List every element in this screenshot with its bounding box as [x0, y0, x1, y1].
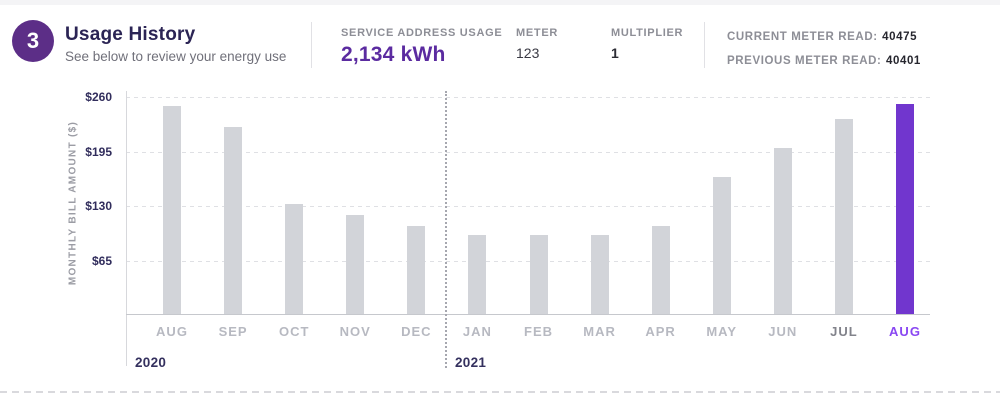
month-label-jun-2021: JUN — [768, 324, 798, 339]
month-label-dec-2020: DEC — [401, 324, 432, 339]
y-tick-label: $195 — [85, 144, 112, 159]
bar-apr-2021[interactable] — [651, 226, 670, 315]
meter-stat: METER 123 — [516, 27, 558, 61]
month-label-jul-2021: JUL — [830, 324, 858, 339]
month-label-nov-2020: NOV — [339, 324, 371, 339]
bottom-dashed-divider — [0, 391, 1000, 393]
y-axis-line — [126, 91, 127, 366]
multiplier-label: MULTIPLIER — [611, 27, 684, 39]
month-label-jan-2021: JAN — [462, 324, 492, 339]
bar-oct-2020[interactable] — [285, 204, 304, 315]
service-address-usage-stat: SERVICE ADDRESS USAGE 2,134 kWh — [341, 27, 502, 67]
previous-meter-read-value: 40401 — [885, 55, 921, 67]
gridline-65 — [126, 260, 930, 262]
top-divider-strip — [0, 0, 1000, 5]
month-label-mar-2021: MAR — [583, 324, 616, 339]
multiplier-value: 1 — [611, 45, 619, 61]
month-label-sep-2020: SEP — [218, 324, 248, 339]
bar-dec-2020[interactable] — [407, 226, 426, 315]
y-tick-label: $260 — [85, 90, 112, 104]
bar-aug-2021[interactable] — [896, 103, 914, 315]
current-meter-read-value: 40475 — [882, 31, 918, 43]
multiplier-stat: MULTIPLIER 1 — [611, 27, 683, 61]
bar-jun-2021[interactable] — [773, 148, 792, 315]
header-divider-left — [311, 22, 312, 68]
bar-aug-2020[interactable] — [163, 106, 181, 315]
current-meter-read: CURRENT METER READ: 40475 — [727, 27, 917, 45]
meter-label: METER — [516, 27, 558, 39]
month-label-oct-2020: OCT — [278, 324, 310, 339]
step-number-badge: 3 — [12, 20, 54, 62]
bar-jan-2021[interactable] — [468, 235, 487, 315]
month-label-aug-2021: AUG — [889, 324, 921, 339]
header-divider-right — [704, 22, 705, 68]
meter-value: 123 — [516, 45, 540, 61]
page-subtitle: See below to review your energy use — [65, 49, 287, 64]
bar-sep-2020[interactable] — [224, 127, 243, 315]
bar-jul-2021[interactable] — [834, 118, 853, 315]
month-label-aug-2020: AUG — [156, 324, 188, 339]
bar-mar-2021[interactable] — [590, 235, 609, 315]
y-tick-label: $65 — [91, 253, 112, 268]
service-address-usage-value: 2,134 kWh — [341, 43, 446, 66]
gridline-195 — [126, 151, 930, 153]
year-separator-dashed-line — [445, 91, 447, 368]
year-label-2020: 2020 — [135, 355, 167, 370]
previous-meter-read: PREVIOUS METER READ: 40401 — [727, 51, 921, 69]
y-tick-label: $130 — [85, 199, 112, 213]
x-axis-line — [126, 314, 930, 315]
gridline-260 — [126, 97, 930, 98]
bar-may-2021[interactable] — [712, 176, 731, 315]
bar-nov-2020[interactable] — [346, 215, 365, 315]
previous-meter-read-label: PREVIOUS METER READ: — [727, 55, 882, 67]
service-address-usage-label: SERVICE ADDRESS USAGE — [341, 27, 503, 39]
month-label-feb-2021: FEB — [524, 324, 553, 339]
bar-feb-2021[interactable] — [529, 235, 548, 315]
step-number: 3 — [26, 28, 40, 53]
page-title: Usage History — [65, 24, 196, 45]
gridline-130 — [126, 206, 930, 207]
month-label-apr-2021: APR — [645, 324, 676, 339]
month-label-may-2021: MAY — [706, 324, 738, 339]
current-meter-read-label: CURRENT METER READ: — [727, 31, 878, 43]
year-label-2021: 2021 — [455, 355, 487, 370]
